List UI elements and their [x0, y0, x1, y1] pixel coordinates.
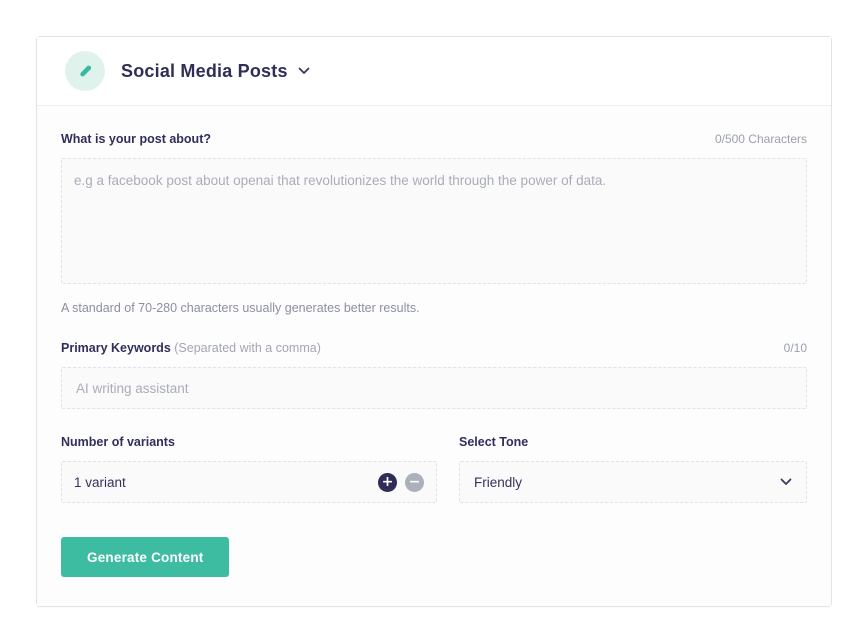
post-about-helper-text: A standard of 70-280 characters usually … — [61, 301, 420, 315]
keywords-input[interactable] — [61, 367, 807, 409]
chevron-down-icon[interactable] — [298, 67, 310, 75]
post-about-textarea[interactable] — [61, 158, 807, 284]
variants-label-row: Number of variants — [61, 435, 437, 449]
generator-card: Social Media Posts What is your post abo… — [36, 36, 832, 607]
card-header: Social Media Posts — [37, 37, 831, 106]
pencil-icon — [65, 51, 105, 91]
keywords-label-hint: (Separated with a comma) — [174, 341, 321, 355]
generate-content-button[interactable]: Generate Content — [61, 537, 230, 577]
pencil-icon-glyph — [80, 65, 92, 77]
post-about-counter: 0/500 Characters — [714, 132, 807, 146]
tone-selected-value: Friendly — [474, 474, 523, 490]
tone-label: Select Tone — [459, 435, 529, 449]
increment-variants-button[interactable]: + — [378, 472, 397, 492]
keywords-label-row: Primary Keywords (Separated with a comma… — [61, 341, 807, 355]
tone-select[interactable]: Friendly — [459, 461, 807, 503]
keywords-label: Primary Keywords (Separated with a comma… — [61, 341, 321, 355]
tone-label-row: Select Tone — [459, 435, 807, 449]
keywords-label-text: Primary Keywords — [61, 341, 171, 355]
form-body: What is your post about? 0/500 Character… — [37, 106, 831, 606]
tone-column: Select Tone Friendly — [459, 435, 807, 503]
variants-stepper: 1 variant + − — [61, 461, 437, 503]
keywords-counter: 0/10 — [783, 341, 807, 355]
variants-tone-row: Number of variants 1 variant + − Select … — [61, 435, 807, 503]
variants-column: Number of variants 1 variant + − — [61, 435, 437, 503]
chevron-down-icon — [780, 478, 792, 486]
variants-label: Number of variants — [61, 435, 175, 449]
page-title: Social Media Posts — [121, 60, 288, 81]
decrement-variants-button[interactable]: − — [405, 472, 424, 492]
post-about-label: What is your post about? — [61, 132, 211, 146]
variants-value: 1 variant — [74, 474, 126, 490]
post-about-label-row: What is your post about? 0/500 Character… — [61, 132, 807, 146]
